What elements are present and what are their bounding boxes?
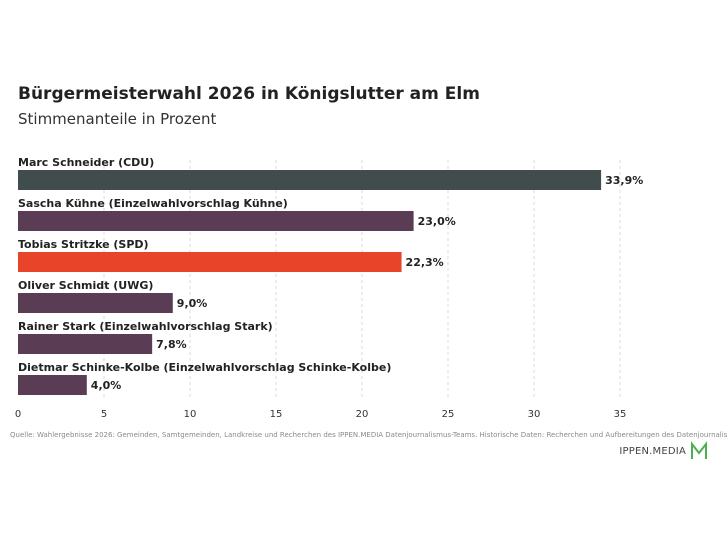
bar — [18, 334, 153, 354]
x-tick-label: 10 — [184, 409, 197, 420]
category-label: Marc Schneider (CDU) — [18, 156, 154, 169]
x-tick-label: 20 — [356, 409, 369, 420]
bar-value-label: 23,0% — [418, 215, 456, 228]
chart-subtitle: Stimmenanteile in Prozent — [18, 110, 217, 128]
category-label: Sascha Kühne (Einzelwahlvorschlag Kühne) — [18, 197, 288, 210]
bar — [18, 170, 602, 190]
category-label: Rainer Stark (Einzelwahlvorschlag Stark) — [18, 320, 273, 333]
category-label: Oliver Schmidt (UWG) — [18, 279, 153, 292]
x-tick-label: 35 — [614, 409, 627, 420]
x-tick-label: 5 — [101, 409, 107, 420]
bar — [18, 252, 402, 272]
bar-value-label: 7,8% — [156, 338, 187, 351]
bar — [18, 375, 87, 395]
source-note: Quelle: Wahlergebnisse 2026: Gemeinden, … — [10, 431, 728, 439]
bar — [18, 211, 414, 231]
bar — [18, 293, 173, 313]
ippen-m-icon — [691, 441, 707, 459]
bar-value-label: 22,3% — [406, 256, 444, 269]
x-tick-label: 15 — [270, 409, 283, 420]
bar-value-label: 33,9% — [605, 174, 643, 187]
x-tick-label: 0 — [15, 409, 21, 420]
x-tick-label: 25 — [442, 409, 455, 420]
category-label: Tobias Stritzke (SPD) — [18, 238, 149, 251]
brand-name: IPPEN.MEDIA — [619, 445, 686, 457]
chart-title: Bürgermeisterwahl 2026 in Königslutter a… — [18, 84, 480, 104]
bar-value-label: 4,0% — [91, 379, 122, 392]
bar-value-label: 9,0% — [177, 297, 208, 310]
brand-logo: IPPEN.MEDIA — [619, 441, 708, 461]
category-label: Dietmar Schinke-Kolbe (Einzelwahlvorschl… — [18, 361, 391, 374]
x-tick-label: 30 — [528, 409, 541, 420]
bar-chart: 0 5 10 15 20 25 30 35 Marc Schneider (CDU) 33,9% S… — [15, 156, 643, 420]
